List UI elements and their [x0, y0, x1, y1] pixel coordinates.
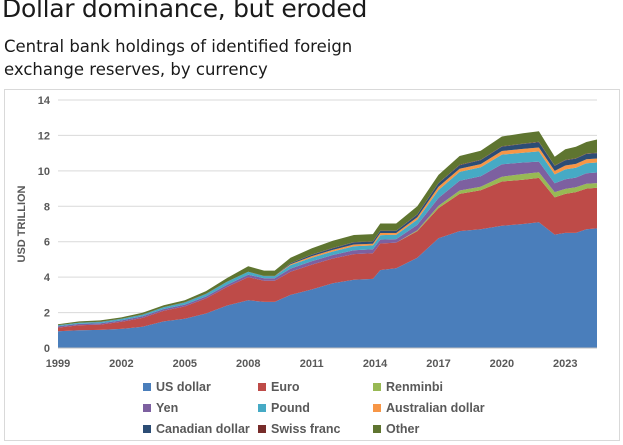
y-tick-label: 14 [38, 95, 51, 107]
area-series-euro [58, 177, 597, 332]
x-tick-label: 2017 [426, 358, 450, 370]
x-tick-label: 2020 [490, 358, 514, 370]
chart-subtitle: Central bank holdings of identified fore… [4, 37, 353, 79]
y-tick-label: 8 [44, 201, 50, 213]
x-tick-label: 2005 [173, 358, 197, 370]
y-tick-label: 2 [44, 308, 50, 320]
y-tick-label: 6 [44, 237, 50, 249]
x-tick-label: 2014 [363, 358, 388, 370]
chart-title: Dollar dominance, but eroded [2, 0, 368, 23]
x-tick-label: 1999 [46, 358, 70, 370]
y-axis-label: USD TRILLION [16, 185, 28, 262]
area-series-us-dollar [58, 222, 597, 348]
y-tick-label: 10 [38, 166, 50, 178]
x-tick-label: 2023 [553, 358, 577, 370]
x-tick-label: 2011 [300, 358, 324, 370]
x-tick-label: 2002 [109, 358, 133, 370]
y-tick-label: 4 [44, 272, 51, 284]
y-tick-label: 12 [38, 130, 50, 142]
y-tick-label: 0 [44, 343, 50, 355]
x-tick-label: 2008 [236, 358, 260, 370]
